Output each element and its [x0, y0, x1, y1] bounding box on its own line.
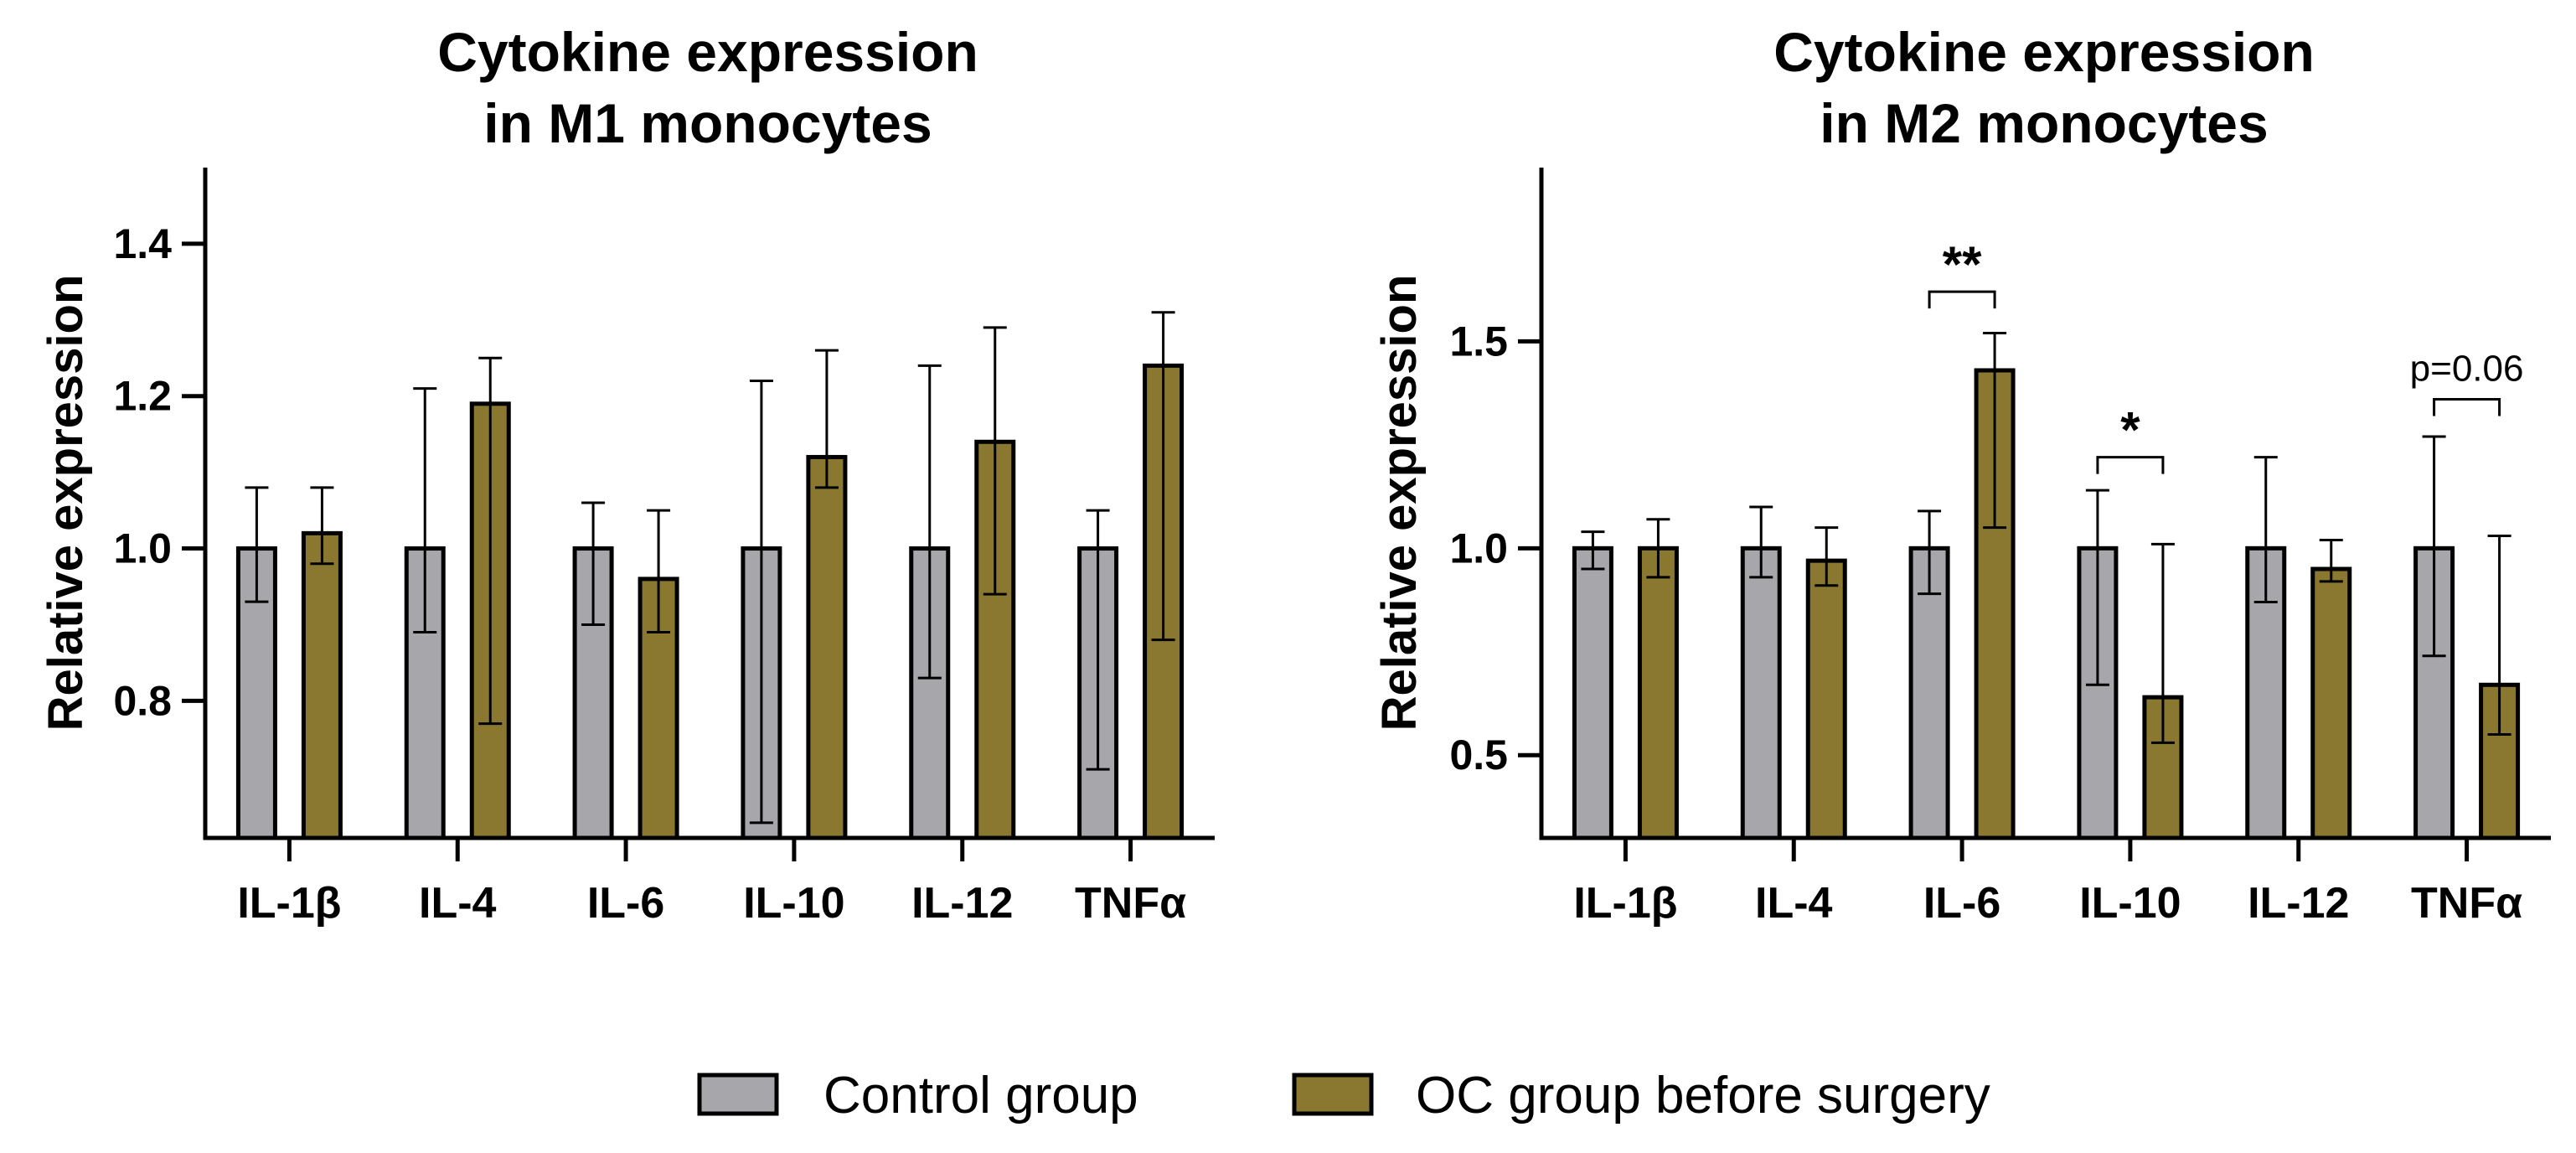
chart-title-line-2: in M2 monocytes: [1820, 92, 2268, 154]
bar-oc-il-1beta: [301, 530, 343, 840]
x-tick-label-il-10: IL-10: [743, 879, 844, 928]
x-tick-label-il-4: IL-4: [1755, 879, 1833, 928]
x-tick-label-tnfalpha: TNFα: [1075, 879, 1186, 928]
chart-title-line-1: Cytokine expression: [437, 21, 978, 83]
x-tick-label-tnfalpha: TNFα: [2411, 879, 2522, 928]
significance-label-il-6: **: [1943, 236, 1982, 292]
x-tick-label-il-6: IL-6: [587, 879, 664, 928]
significance-bracket-tnfalpha: [2433, 398, 2501, 416]
bar-control-il-1beta: [1572, 545, 1613, 840]
legend-label-oc-group-before-surgery: OC group before surgery: [1416, 1067, 1990, 1125]
y-tick-label-0-8: 0.8: [113, 677, 172, 724]
x-tick-label-il-12: IL-12: [2248, 879, 2349, 928]
y-axis-label: Relative expression: [39, 275, 93, 732]
legend-swatch-control-group: [697, 1073, 779, 1116]
y-tick-label-1-4: 1.4: [113, 220, 172, 267]
x-tick-label-il-12: IL-12: [911, 879, 1013, 928]
y-tick-label-1-0: 1.0: [113, 525, 172, 572]
significance-label-tnfalpha: p=0.06: [2410, 349, 2524, 390]
y-tick-label-0-5: 0.5: [1449, 732, 1508, 778]
y-axis-label: Relative expression: [1372, 275, 1427, 732]
y-tick-label-1-5: 1.5: [1449, 318, 1508, 365]
chart-title-line-2: in M1 monocytes: [483, 92, 932, 154]
bar-oc-il-1beta: [1637, 545, 1679, 840]
bar-oc-il-12: [2310, 566, 2352, 840]
legend: Control group OC group before surgery: [697, 1067, 1990, 1125]
x-tick-label-il-1beta: IL-1β: [237, 879, 341, 928]
legend-label-control-group: Control group: [823, 1067, 1138, 1125]
chart-panel-m2: Cytokine expression in M2 monocytes Relati…: [1372, 21, 2551, 928]
y-tick-label-1-0: 1.0: [1449, 525, 1508, 571]
bar-oc-il-4: [1805, 558, 1847, 840]
x-tick-label-il-1beta: IL-1β: [1573, 879, 1677, 928]
x-tick-label-il-6: IL-6: [1923, 879, 2000, 928]
legend-swatch-oc-group-before-surgery: [1292, 1073, 1374, 1116]
x-tick-label-il-10: IL-10: [2079, 879, 2181, 928]
significance-label-il-10: *: [2120, 402, 2140, 458]
significance-bracket-il-6: [1928, 290, 1996, 309]
bar-control-il-4: [1740, 545, 1782, 840]
bar-oc-il-10: [806, 454, 848, 840]
chart-panel-m1: Cytokine expression in M1 monocytes Relati…: [39, 21, 1215, 928]
significance-bracket-il-10: [2096, 456, 2165, 474]
chart-title-line-1: Cytokine expression: [1773, 21, 2315, 83]
x-tick-label-il-4: IL-4: [419, 879, 497, 928]
y-tick-label-1-2: 1.2: [113, 373, 172, 420]
